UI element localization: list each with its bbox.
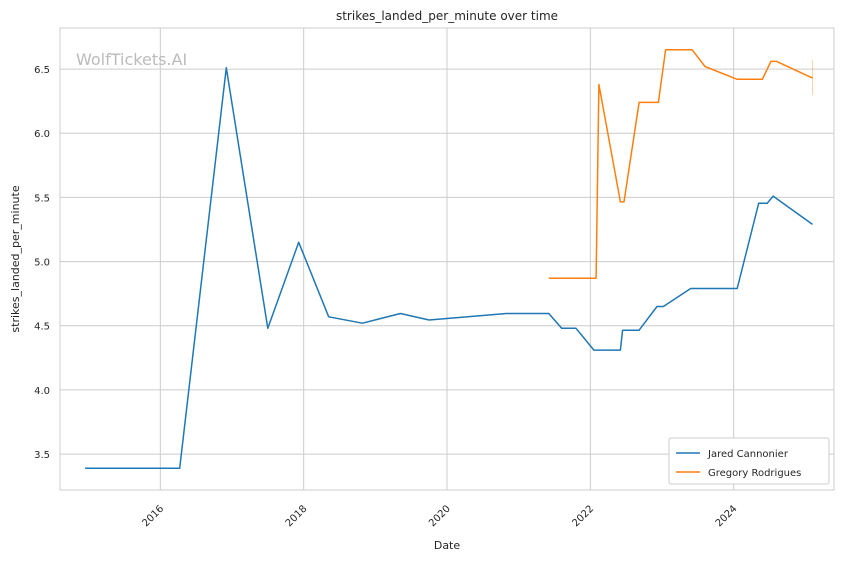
plot-frame — [59, 27, 835, 491]
y-tick-label: 5.0 — [34, 258, 50, 269]
y-tick-label: 4.5 — [34, 322, 50, 333]
y-tick-label: 6.0 — [34, 129, 50, 140]
x-tick-label: 2016 — [140, 503, 166, 529]
grid — [60, 28, 834, 490]
x-axis-label: Date — [434, 539, 461, 552]
y-tick-label: 6.5 — [34, 65, 50, 76]
y-tick-label: 3.5 — [34, 450, 50, 461]
x-tick-label: 2020 — [427, 503, 453, 529]
series-line-jared-cannonier — [85, 67, 813, 469]
chart-title: strikes_landed_per_minute over time — [336, 9, 558, 23]
series-line-gregory-rodrigues — [548, 49, 813, 280]
y-tick-label: 4.0 — [34, 386, 50, 397]
legend-box — [668, 437, 830, 485]
legend: Jared Cannonier Gregory Rodrigues — [668, 437, 830, 485]
y-tick-label: 5.5 — [34, 193, 50, 204]
y-axis-label: strikes_landed_per_minute — [9, 185, 22, 332]
watermark: WolfTickets.AI — [76, 50, 187, 69]
x-tick-label: 2018 — [284, 503, 310, 529]
legend-label-gregory-rodrigues: Gregory Rodrigues — [708, 468, 801, 479]
x-tick-label: 2022 — [570, 503, 596, 529]
legend-label-jared-cannonier: Jared Cannonier — [707, 449, 789, 460]
x-tick-label: 2024 — [714, 503, 740, 529]
series-group — [85, 49, 813, 469]
